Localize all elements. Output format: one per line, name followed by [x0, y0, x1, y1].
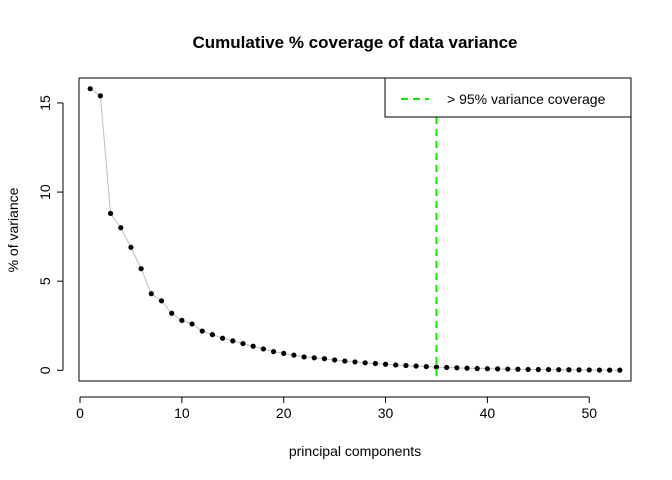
y-tick-label: 10	[37, 184, 53, 200]
series-layer	[87, 86, 623, 381]
data-point	[158, 298, 165, 304]
data-point	[382, 361, 389, 367]
x-axis: 0 10 20 30 40 50	[76, 396, 597, 421]
data-point	[576, 367, 582, 373]
x-axis-label: principal components	[289, 443, 421, 459]
data-point	[179, 317, 185, 323]
data-point	[128, 244, 134, 250]
x-tick-label: 30	[378, 405, 394, 421]
data-point	[454, 365, 460, 371]
data-point	[189, 321, 195, 327]
data-point	[566, 367, 572, 373]
data-point	[332, 357, 338, 363]
data-point	[444, 364, 450, 371]
legend: > 95% variance coverage	[384, 77, 632, 118]
data-point	[118, 225, 124, 231]
y-axis: 0 5 10 15	[37, 95, 64, 374]
data-point	[230, 338, 236, 344]
data-point	[220, 335, 226, 341]
data-point	[250, 343, 256, 349]
y-axis-label: % of variance	[5, 187, 21, 272]
data-point	[372, 360, 378, 367]
y-tick-label: 5	[37, 277, 53, 285]
data-point	[260, 346, 266, 352]
data-point	[484, 366, 490, 372]
legend-label: > 95% variance coverage	[447, 91, 606, 107]
data-point	[321, 356, 328, 362]
data-point	[240, 340, 246, 347]
data-point	[607, 367, 613, 373]
y-tick-label: 0	[37, 366, 53, 374]
y-tick-label: 15	[37, 95, 53, 111]
x-tick-label: 50	[581, 405, 597, 421]
data-point	[474, 365, 480, 372]
data-point	[97, 93, 103, 99]
x-tick-label: 20	[276, 405, 292, 421]
legend-box	[384, 77, 632, 118]
data-point	[505, 366, 511, 372]
data-point	[107, 210, 114, 217]
data-point	[403, 362, 409, 369]
data-point	[311, 355, 317, 361]
data-point	[169, 310, 175, 316]
data-point	[515, 366, 521, 372]
data-point	[148, 291, 154, 297]
x-tick-label: 0	[76, 405, 84, 421]
data-point	[199, 328, 205, 334]
series-line	[89, 88, 620, 371]
data-point	[270, 348, 277, 355]
data-point	[464, 365, 470, 371]
data-point	[301, 354, 307, 360]
data-point	[586, 367, 592, 373]
data-point	[281, 350, 287, 356]
data-point	[87, 86, 93, 92]
data-point	[291, 352, 297, 358]
data-point	[352, 359, 358, 365]
data-point	[535, 366, 541, 373]
data-point	[138, 266, 144, 272]
data-point	[413, 363, 419, 369]
data-point	[342, 358, 348, 364]
data-point	[393, 362, 399, 368]
data-point	[525, 366, 531, 373]
data-point	[209, 332, 216, 338]
data-point	[423, 363, 429, 370]
x-tick-label: 10	[174, 405, 190, 421]
data-point	[362, 360, 368, 366]
data-point	[545, 366, 552, 373]
x-tick-label: 40	[480, 405, 496, 421]
plot-box	[78, 77, 632, 382]
data-point	[556, 367, 562, 373]
data-point	[433, 364, 440, 370]
chart-title: Cumulative % coverage of data variance	[192, 33, 517, 52]
data-point	[494, 366, 501, 372]
data-point	[617, 367, 623, 373]
data-point	[596, 367, 603, 373]
